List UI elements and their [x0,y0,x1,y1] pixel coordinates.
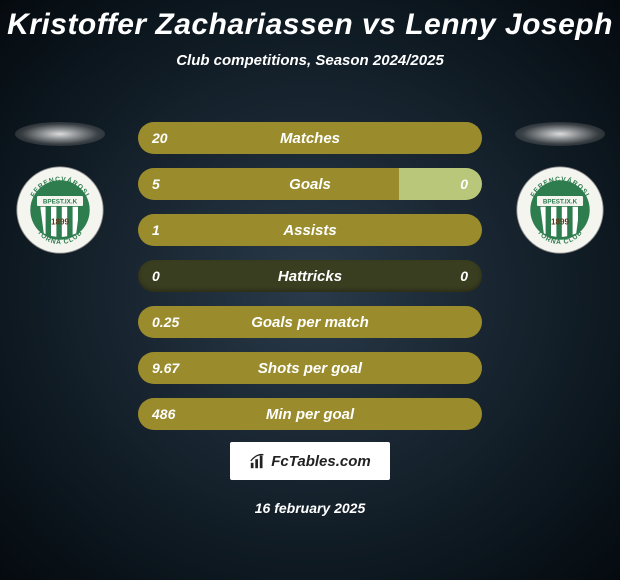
stat-row: Hattricks0 0 [138,260,482,292]
bar-left [138,214,482,246]
brand-text: FcTables.com [271,453,370,470]
stat-row: Goals50 [138,168,482,200]
chart-icon [249,452,267,470]
svg-text:1899: 1899 [551,217,569,226]
bar-left [138,306,482,338]
bar-left [138,122,482,154]
stat-label: Hattricks [138,268,482,285]
stat-value-left: 486 [152,406,175,422]
stat-value-left: 5 [152,176,160,192]
club-badge-right: FERENCVÁROSI TORNA CLUB BPEST.IX.K 1899 [515,165,605,255]
player-shadow-right [515,122,605,146]
stat-value-left: 1 [152,222,160,238]
stat-row: Min per goal486 [138,398,482,430]
svg-text:BPEST.IX.K: BPEST.IX.K [43,199,78,206]
stat-value-right: 0 [460,268,468,284]
stats-container: Matches20Goals50Assists1Hattricks00Goals… [138,122,482,444]
page-title: Kristoffer Zachariassen vs Lenny Joseph [0,0,620,42]
stat-row: Shots per goal9.67 [138,352,482,384]
bar-left [138,352,482,384]
subtitle: Club competitions, Season 2024/2025 [0,52,620,69]
club-badge-left: FERENCVÁROSI TORNA CLUB BPEST.IX.K 1899 [15,165,105,255]
svg-text:BPEST.IX.K: BPEST.IX.K [543,199,578,206]
stat-value-left: 20 [152,130,168,146]
date-text: 16 february 2025 [0,500,620,516]
stat-value-left: 0 [152,268,160,284]
bar-right [399,168,482,200]
stat-value-left: 9.67 [152,360,179,376]
stat-row: Goals per match0.25 [138,306,482,338]
bar-left [138,398,482,430]
stat-row: Assists1 [138,214,482,246]
stat-value-right: 0 [460,176,468,192]
brand-badge: FcTables.com [230,442,390,480]
svg-text:1899: 1899 [51,217,69,226]
stat-row: Matches20 [138,122,482,154]
stat-value-left: 0.25 [152,314,179,330]
bar-left [138,168,399,200]
player-shadow-left [15,122,105,146]
